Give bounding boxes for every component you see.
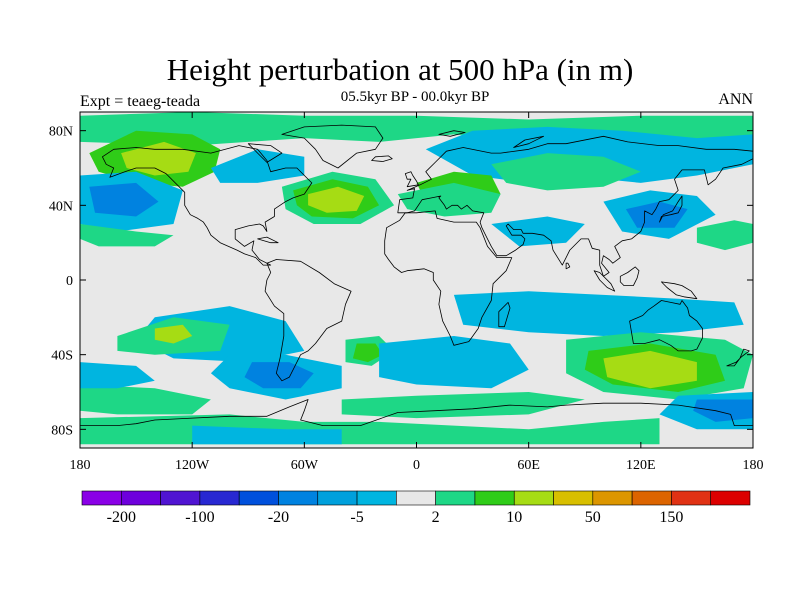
colorbar-swatch [238, 490, 279, 506]
colorbar-swatch [710, 490, 751, 506]
colorbar-label: -200 [107, 509, 136, 526]
lat-tick-label: 0 [66, 274, 73, 289]
coastline-new-guinea [661, 281, 698, 300]
anomaly-region-alaska-lime [121, 141, 196, 176]
anomaly-region-ea-blue [625, 201, 688, 228]
season-label: ANN [718, 91, 753, 108]
anomaly-region-sib-green [491, 153, 641, 191]
colorbar-swatch [317, 490, 358, 506]
anomaly-region-sw-cyan [80, 362, 155, 389]
colorbar-swatch [671, 490, 711, 506]
anomaly-region-sw-green [80, 384, 211, 415]
coastline-borneo [619, 266, 640, 287]
lon-tick-label: 120E [626, 458, 656, 473]
lat-tick-label: 40S [51, 349, 73, 364]
colorbar-swatch [81, 490, 122, 506]
anomaly-region-so-cyan [379, 336, 529, 389]
anomaly-region-so-green [341, 392, 585, 419]
colorbar-label: -5 [350, 509, 363, 526]
lon-tick-label: 180 [70, 458, 91, 473]
anomaly-region-nepac-green [80, 224, 174, 247]
colorbar-label: 2 [432, 509, 440, 526]
lon-tick-label: 0 [413, 458, 420, 473]
colorbar-swatch [592, 490, 633, 506]
coastline-south-america [264, 259, 352, 382]
anomaly-region-natl-lime [308, 186, 365, 213]
coastline-madagascar [498, 301, 511, 328]
anomaly-region-spac-blue [693, 399, 753, 422]
coastline-sumatra [593, 270, 616, 292]
coastline-north-america [102, 145, 313, 266]
colorbar-swatch [396, 490, 436, 506]
lat-tick-label: 40N [49, 199, 73, 214]
plot-title: Height perturbation at 500 hPa (in m) [166, 52, 634, 87]
colorbar-swatch [435, 490, 476, 506]
coastline-africa [384, 210, 513, 346]
coastline-svalbard [438, 130, 466, 137]
anomaly-region-npac-blue [89, 182, 159, 217]
anomaly-region-ant-cyan [192, 425, 342, 445]
anomaly-region-med-green [397, 182, 501, 217]
lat-tick-label: 80N [49, 125, 73, 140]
anomaly-region-wpac-green [696, 220, 753, 251]
coastline-baffin [247, 143, 283, 163]
map-axes: 80N 40N 0 40S 80S 180 120W 60W 0 60E 120E 180 [49, 112, 764, 473]
colorbar-swatch [631, 490, 672, 506]
colorbar-swatch [513, 490, 554, 506]
colorbar-label: -20 [268, 509, 289, 526]
coastline-new-zealand [726, 348, 750, 367]
coastline-cuba [257, 236, 279, 244]
coastline-novaya-zemlya [513, 135, 544, 148]
anomaly-region-sepac-lime [154, 324, 193, 344]
plot-subtitle: 05.5kyr BP - 00.0kyr BP [340, 89, 490, 105]
colorbar-swatch [553, 490, 594, 506]
anomaly-region-ind-cyan [491, 216, 585, 247]
colorbar: -200 -100 -20 -5 2 10 50 150 [81, 490, 751, 526]
coastline-australia [629, 300, 703, 352]
colorbar-label: -100 [185, 509, 214, 526]
coastline-eurasia [397, 135, 753, 277]
colorbar-swatch [199, 490, 240, 506]
coastline-iceland [371, 155, 393, 162]
experiment-label: Expt = teaeg-teada [80, 93, 201, 110]
lon-tick-label: 60W [291, 458, 319, 473]
anomaly-region-satl-green-dark [352, 343, 383, 363]
colorbar-swatch [356, 490, 397, 506]
colorbar-swatch [278, 490, 319, 506]
anomaly-region-aus-lime [603, 350, 697, 389]
colorbar-label: 10 [506, 509, 522, 526]
colorbar-swatch [120, 490, 161, 506]
coastline-uk [404, 171, 419, 188]
coastline-layer [80, 124, 753, 448]
colorbar-swatch [160, 490, 201, 506]
lat-tick-label: 80S [51, 423, 73, 438]
colorbar-swatch [474, 490, 515, 506]
anomaly-region-samer-blue [244, 362, 314, 389]
coastline-greenland [281, 124, 384, 169]
coastline-japan [659, 195, 683, 223]
coastline-sri-lanka [565, 262, 571, 270]
lon-tick-label: 60E [517, 458, 540, 473]
anomaly-region-canada-cyan [210, 149, 305, 183]
lon-tick-label: 180 [743, 458, 764, 473]
colorbar-label: 150 [659, 509, 683, 526]
lon-tick-label: 120W [175, 458, 210, 473]
colorbar-label: 50 [585, 509, 601, 526]
coastline-antarctica [80, 399, 753, 448]
